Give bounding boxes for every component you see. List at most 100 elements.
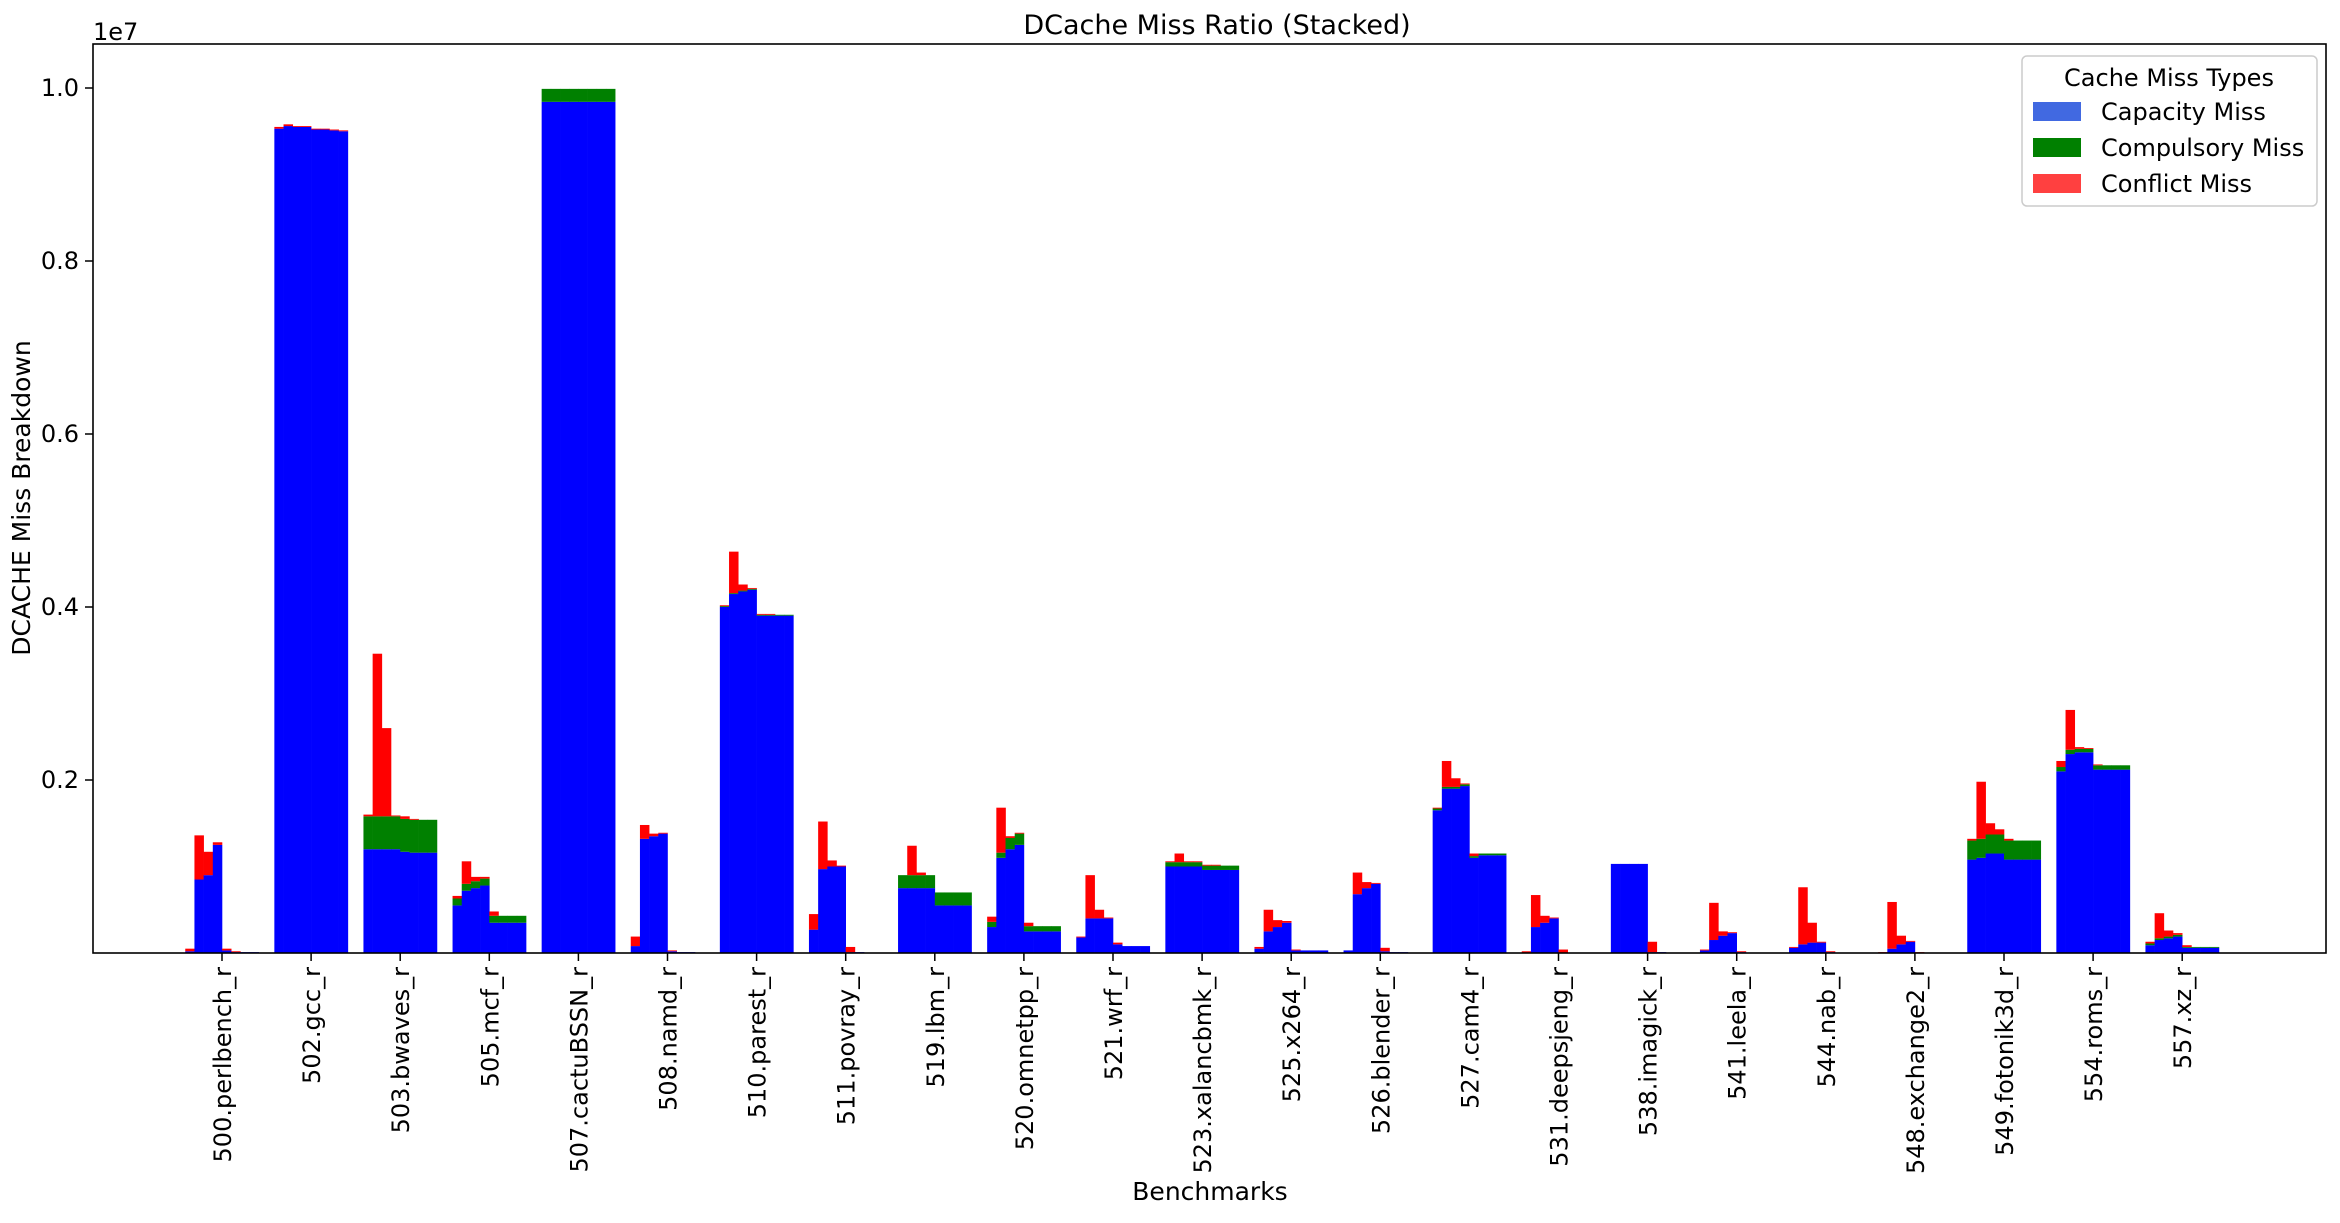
bar-group [987,807,1061,954]
bar-capacity [1023,931,1034,954]
bar-capacity [1076,937,1086,953]
bar-capacity [185,951,195,953]
legend-label-compulsory: Compulsory Miss [2101,134,2304,162]
bar-conflict [1798,887,1808,945]
bar-conflict [1282,921,1292,923]
bar-compulsory [2022,840,2032,860]
x-tick-label: 500.perlbench_r [209,967,237,1163]
bar-capacity [1211,869,1221,953]
bar-compulsory [596,88,607,102]
bar-capacity [719,607,730,953]
bar-conflict [1094,909,1105,919]
bar-group [2056,709,2131,953]
bar-capacity [381,849,392,953]
bar-conflict [274,126,284,129]
bar-conflict [1023,922,1034,927]
bar-capacity [1699,950,1710,953]
bar-compulsory [1976,838,1986,858]
bar-capacity [738,591,748,953]
bar-group [808,821,865,953]
bar-conflict [185,948,195,952]
bar-group [1610,863,1667,953]
bar-conflict [480,876,490,879]
bar-compulsory [363,816,373,850]
bar-compulsory [470,881,481,889]
bar-capacity [1094,918,1105,953]
bar-capacity [1478,855,1489,953]
bar-capacity [2154,940,2165,953]
legend-swatch-compulsory [2033,138,2081,157]
bar-capacity [2182,947,2192,953]
bar-compulsory [1985,834,1996,854]
bar-capacity [1530,927,1541,953]
bar-group [898,845,972,954]
bar-compulsory [916,875,926,889]
bar-conflict [2182,945,2192,947]
bar-conflict [1174,853,1185,863]
bar-conflict [738,584,748,591]
bar-capacity [1610,863,1621,953]
bar-conflict [808,914,819,930]
bar-compulsory [1211,865,1221,870]
bar-capacity [1816,942,1827,953]
bar-capacity [996,857,1006,953]
bar-compulsory [1967,840,1977,860]
bar-conflict [1718,931,1728,936]
bar-group [719,551,794,953]
bar-capacity [2074,752,2085,953]
bar-compulsory [987,921,997,928]
x-tick-label: 548.exchange2_r [1902,967,1930,1174]
bar-capacity [2022,859,2032,953]
bar-compulsory [2163,936,2174,939]
y-tick-label: 0.2 [41,766,79,794]
x-tick-label: 520.omnetpp_r [1011,967,1039,1150]
bar-conflict [1432,807,1443,809]
bar-capacity [194,879,204,953]
bar-conflict [2163,930,2174,937]
bar-compulsory [898,875,908,889]
legend-swatch-capacity [2033,102,2081,121]
bar-compulsory [1229,865,1240,870]
bar-capacity [2093,769,2103,953]
bar-capacity [1183,866,1194,953]
bar-compulsory [774,614,785,616]
bar-capacity [2102,769,2112,953]
x-tick-label: 549.fotonik3d_r [1991,967,2019,1156]
bar-conflict [2065,709,2076,750]
bar-conflict [916,872,926,876]
bar-compulsory [507,915,518,923]
bar-compulsory [560,88,570,102]
bar-conflict [292,126,303,127]
bar-capacity [1229,869,1240,953]
bar-compulsory [1220,865,1230,870]
bar-conflict [2083,748,2094,749]
bar-capacity [1318,950,1329,953]
bar-conflict [1558,949,1568,953]
legend: Cache Miss Types Capacity Miss Compulsor… [2021,55,2318,207]
bar-conflict [301,126,312,127]
bar-capacity [372,849,383,953]
bar-capacity [1371,883,1381,953]
bar-compulsory [2120,765,2131,770]
bar-compulsory [1183,862,1194,867]
bar-conflict [1361,882,1372,889]
bar-compulsory [1460,784,1470,787]
bar-capacity [470,888,481,954]
bar-conflict [1192,861,1203,863]
bar-capacity [962,905,972,953]
bar-capacity [916,888,926,954]
bar-compulsory [516,915,527,923]
bar-compulsory [569,88,579,102]
bar-group [274,124,349,954]
bar-conflict [1816,941,1827,943]
bar-capacity [338,131,349,953]
bar-conflict [827,860,837,867]
bar-capacity [427,852,438,953]
bar-capacity [1140,946,1151,953]
bar-compulsory [2154,938,2165,941]
bar-conflict [2173,933,2183,935]
bar-capacity [2191,947,2201,953]
bar-compulsory [1005,837,1016,850]
bar-capacity [818,869,828,953]
bar-conflict [470,876,481,882]
